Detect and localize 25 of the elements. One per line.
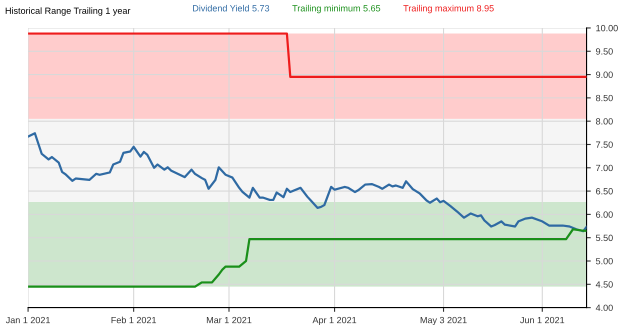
x-tick-label: Jun 1 2021 bbox=[520, 316, 564, 324]
x-tick-label: Feb 1 2021 bbox=[112, 316, 156, 324]
y-tick-label: 4.50 bbox=[596, 281, 613, 288]
text: Trailing minimum 5.65 bbox=[292, 4, 380, 14]
y-tick-label: 6.50 bbox=[596, 188, 613, 194]
x-tick-label: Jan 1 2021 bbox=[6, 316, 50, 324]
y-tick-label: 9.50 bbox=[596, 48, 613, 55]
line-series bbox=[28, 132, 587, 232]
text: Trailing maximum 8.95 bbox=[403, 4, 494, 14]
y-tick-label: 7.50 bbox=[596, 141, 613, 148]
chart-title: Historical Range Trailing 1 year bbox=[6, 7, 130, 16]
x-tick-label: Mar 1 2021 bbox=[206, 316, 252, 324]
y-tick-label: 5.00 bbox=[596, 258, 613, 264]
y-tick-label: 4.00 bbox=[596, 304, 613, 311]
y-tick-label: 7.00 bbox=[596, 164, 613, 172]
y-tick-label: 9.00 bbox=[596, 72, 613, 78]
x-tick-label: Apr 1 2021 bbox=[312, 316, 356, 326]
x-tick-label: May 3 2021 bbox=[420, 316, 467, 326]
y-tick-label: 10.00 bbox=[596, 24, 618, 32]
y-tick-label: 6.00 bbox=[596, 211, 613, 218]
y-tick-label: 5.50 bbox=[596, 234, 613, 242]
line-series bbox=[28, 228, 587, 288]
y-tick-label: 8.50 bbox=[596, 94, 613, 102]
text: Dividend Yield 5.73 bbox=[193, 4, 270, 12]
y-tick-label: 8.00 bbox=[596, 118, 613, 125]
